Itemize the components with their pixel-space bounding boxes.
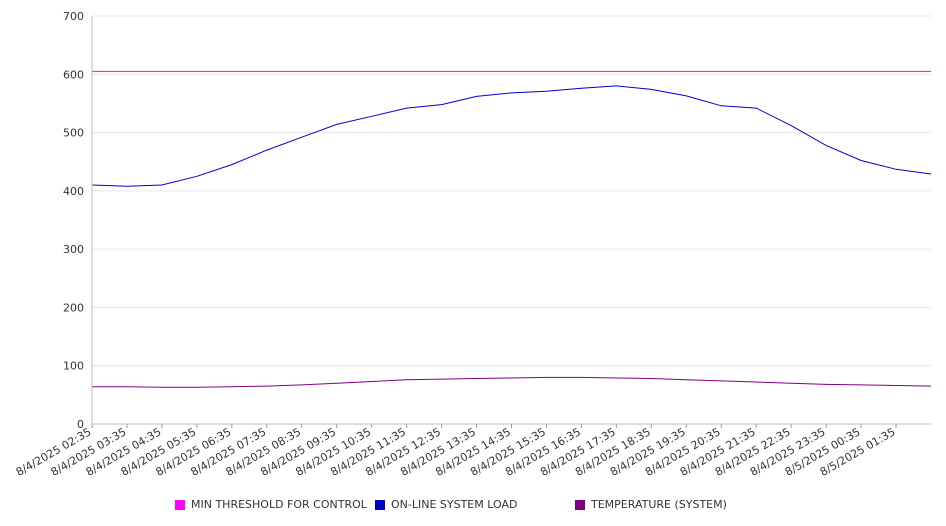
- x-axis-ticks: 8/4/2025 02:358/4/2025 03:358/4/2025 04:…: [14, 424, 898, 479]
- y-tick-label: 0: [77, 418, 84, 431]
- y-tick-label: 600: [63, 68, 84, 81]
- y-tick-label: 300: [63, 243, 84, 256]
- gridlines: [92, 15, 931, 367]
- legend-item-temperature: TEMPERATURE (SYSTEM): [575, 498, 727, 511]
- legend-swatch: [575, 499, 585, 510]
- legend-swatch: [175, 499, 185, 510]
- axes: [91, 16, 931, 425]
- series-line-2: [92, 376, 932, 388]
- series-lines: [91, 70, 932, 388]
- y-tick-label: 400: [63, 185, 84, 198]
- y-tick-label: 700: [63, 10, 84, 23]
- legend: MIN THRESHOLD FOR CONTROL ON-LINE SYSTEM…: [0, 498, 946, 516]
- legend-label: TEMPERATURE (SYSTEM): [591, 498, 727, 511]
- legend-swatch: [375, 499, 385, 510]
- y-tick-label: 500: [63, 127, 84, 140]
- legend-label: MIN THRESHOLD FOR CONTROL: [191, 498, 367, 511]
- series-line-1: [91, 85, 932, 187]
- y-tick-label: 200: [63, 301, 84, 314]
- y-axis-ticks: 0 100 200 300 400 500 600 700: [63, 10, 84, 431]
- legend-label: ON-LINE SYSTEM LOAD: [391, 498, 518, 511]
- y-tick-label: 100: [63, 360, 84, 373]
- legend-item-system-load: ON-LINE SYSTEM LOAD: [375, 498, 517, 511]
- legend-item-min-threshold: MIN THRESHOLD FOR CONTROL: [175, 498, 367, 511]
